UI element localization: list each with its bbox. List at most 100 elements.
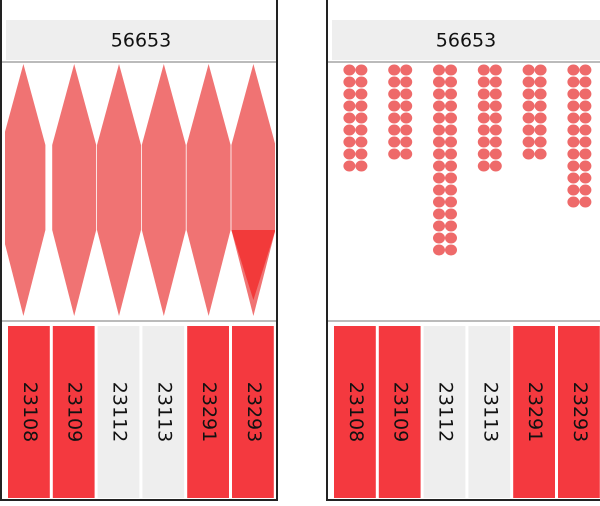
dot-glyph [355,76,368,88]
dot-glyph [445,172,457,184]
dot-glyph [534,88,547,100]
dot-glyph [579,160,592,172]
glyph-area [343,64,592,256]
dot-glyph [433,76,445,88]
diamond-glyph [141,64,186,316]
dot-glyph [522,76,535,88]
dot-glyph [579,100,592,112]
dot-glyph [534,124,547,136]
diamond-glyph [97,64,141,316]
column-cell [558,326,600,498]
dot-glyph [534,76,547,88]
dot-glyph [388,64,401,76]
dot-glyph [433,208,445,220]
column-cell [52,326,95,498]
header-label: 56653 [436,30,496,52]
column-cell [142,326,185,498]
dot-glyph [534,148,547,160]
column-label: 23291 [198,382,220,442]
column-label: 23108 [345,382,367,442]
dot-glyph [567,160,580,172]
dot-glyph [400,112,413,124]
dot-glyph [567,112,580,124]
column-label: 23109 [64,382,86,442]
dot-glyph [567,100,580,112]
column-label: 23293 [569,382,591,442]
dot-glyph [445,112,457,124]
dot-glyph [477,64,490,76]
dot-glyph [400,76,413,88]
dot-glyph [534,136,547,148]
dot-glyph [388,136,401,148]
dot-glyph [400,64,413,76]
dot-glyph [388,124,401,136]
diamond-glyph [52,64,97,316]
dot-glyph [579,184,592,196]
content: 56653 23108 23109 23112 23113 23291 23293 56653… [2,20,600,498]
dot-glyph [567,88,580,100]
dot-glyph [522,88,535,100]
dot-glyph [522,100,535,112]
column-label: 23108 [19,382,41,442]
dot-glyph [522,148,535,160]
header-label: 56653 [111,30,171,52]
dot-glyph [477,124,490,136]
dot-glyph [400,88,413,100]
dot-glyph [445,88,457,100]
dot-glyph [433,232,445,244]
dot-glyph [445,244,457,256]
dot-glyph [522,124,535,136]
dot-glyph [579,148,592,160]
dot-glyph [579,124,592,136]
dot-glyph [567,184,580,196]
dot-glyph [579,196,592,208]
dot-glyph [477,160,490,172]
dot-glyph [433,220,445,232]
dot-glyph [388,148,401,160]
column-label: 23112 [109,382,131,442]
dot-glyph [567,64,580,76]
header-bar [6,20,276,60]
column-cell [513,326,555,498]
dot-glyph [522,136,535,148]
dot-glyph [534,112,547,124]
dot-glyph [489,88,502,100]
dot-glyph [477,136,490,148]
dot-glyph [534,64,547,76]
dot-glyph [355,88,368,100]
dot-glyph [489,64,502,76]
column-label: 23112 [435,382,457,442]
dot-glyph [343,112,356,124]
dot-glyph [355,112,368,124]
dot-glyph [489,76,502,88]
dot-glyph [579,76,592,88]
dot-glyph [388,100,401,112]
dot-glyph [445,220,457,232]
column-cell [423,326,466,498]
dot-glyph [477,100,490,112]
dot-glyph [445,184,457,196]
column-cell [232,326,274,498]
dot-glyph [477,112,490,124]
dot-glyph [343,160,356,172]
dot-glyph [534,100,547,112]
diamond-glyph [5,64,46,316]
dot-glyph [445,232,457,244]
dot-glyph [433,112,445,124]
dot-glyph [433,244,445,256]
dot-glyph [567,172,580,184]
column-cell [378,326,421,498]
dot-glyph [445,160,457,172]
dot-glyph [445,64,457,76]
dot-glyph [579,64,592,76]
column-cell [8,326,50,498]
dot-glyph [433,100,445,112]
dot-glyph [433,64,445,76]
dot-glyph [567,76,580,88]
dot-glyph [579,172,592,184]
column-label: 23113 [153,382,175,442]
dot-glyph [567,148,580,160]
dot-glyph [388,76,401,88]
